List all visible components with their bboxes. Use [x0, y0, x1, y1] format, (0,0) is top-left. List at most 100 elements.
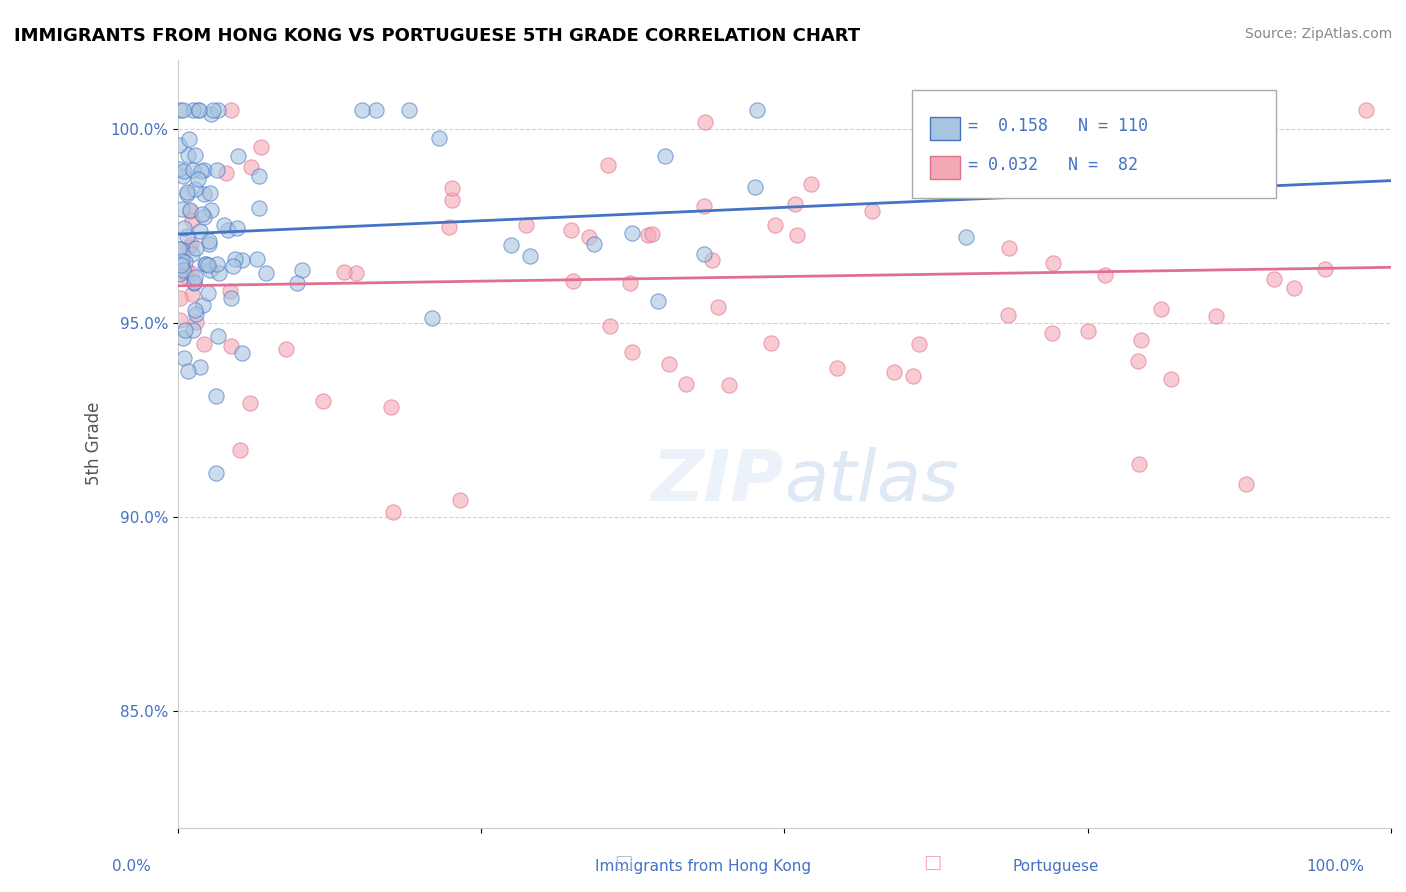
Point [621, 344, 644, 359]
Point [173, 164, 195, 178]
Point [179, 202, 201, 217]
Point [200, 203, 222, 218]
Point [191, 207, 214, 221]
Point [183, 269, 205, 284]
Text: R =  0.158   N = 110: R = 0.158 N = 110 [948, 117, 1149, 136]
Point [1263, 272, 1285, 286]
Point [1282, 281, 1305, 295]
Point [997, 241, 1019, 255]
Point [205, 389, 228, 403]
Point [240, 160, 263, 174]
Point [217, 223, 239, 237]
Point [170, 202, 193, 216]
Point [291, 262, 314, 277]
Text: Portuguese: Portuguese [1012, 859, 1099, 874]
Point [174, 255, 197, 269]
Point [1042, 255, 1064, 269]
Point [173, 220, 195, 235]
Point [173, 323, 195, 337]
FancyBboxPatch shape [929, 155, 960, 178]
Point [177, 240, 200, 254]
Point [183, 303, 205, 318]
Point [172, 262, 194, 277]
Point [647, 294, 669, 309]
Point [167, 162, 190, 177]
Point [707, 300, 730, 314]
Point [380, 400, 402, 414]
Point [180, 212, 202, 227]
Point [239, 396, 262, 410]
Point [170, 258, 193, 272]
Point [621, 226, 644, 240]
Point [700, 252, 723, 267]
Point [187, 172, 209, 186]
Point [955, 230, 977, 244]
Point [200, 107, 222, 121]
Point [658, 357, 681, 371]
Point [212, 218, 235, 232]
Point [744, 180, 766, 194]
Point [205, 257, 228, 271]
Point [184, 147, 207, 161]
Point [173, 265, 195, 279]
Text: 0.0%: 0.0% [112, 859, 152, 874]
Point [250, 140, 273, 154]
Point [254, 266, 277, 280]
Point [167, 268, 190, 282]
Point [169, 103, 191, 117]
Point [198, 186, 221, 201]
Point [1128, 354, 1150, 368]
Point [181, 247, 204, 261]
Text: atlas: atlas [785, 448, 959, 516]
Point [1070, 125, 1092, 139]
Point [1149, 301, 1171, 316]
Text: R = 0.032   N =  82: R = 0.032 N = 82 [948, 155, 1139, 174]
Point [172, 253, 194, 268]
Point [167, 242, 190, 256]
Point [786, 227, 808, 242]
Point [197, 258, 219, 272]
Point [214, 166, 236, 180]
Point [560, 222, 582, 236]
Point [800, 177, 823, 191]
Point [747, 103, 769, 117]
Point [1126, 175, 1149, 189]
Point [174, 263, 197, 277]
Point [285, 276, 308, 290]
Point [783, 196, 806, 211]
Text: Source: ZipAtlas.com: Source: ZipAtlas.com [1244, 27, 1392, 41]
Point [226, 149, 249, 163]
Point [449, 492, 471, 507]
Point [172, 169, 194, 183]
Point [173, 268, 195, 283]
Y-axis label: 5th Grade: 5th Grade [86, 402, 103, 485]
Point [173, 351, 195, 365]
Point [231, 252, 253, 267]
Point [202, 103, 225, 117]
Point [167, 138, 190, 153]
Point [188, 359, 211, 374]
Point [637, 228, 659, 243]
Point [184, 315, 207, 329]
Point [1021, 103, 1043, 117]
Text: Immigrants from Hong Kong: Immigrants from Hong Kong [595, 859, 811, 874]
Point [901, 369, 924, 384]
Point [599, 318, 621, 333]
Point [181, 162, 204, 177]
Point [224, 252, 246, 267]
Point [181, 323, 204, 337]
Point [246, 252, 269, 266]
Point [1094, 268, 1116, 282]
Point [181, 103, 204, 117]
FancyBboxPatch shape [929, 117, 960, 140]
Point [439, 219, 461, 234]
FancyBboxPatch shape [912, 90, 1275, 198]
Point [186, 241, 208, 255]
Point [197, 285, 219, 300]
Point [231, 346, 253, 360]
Point [332, 265, 354, 279]
Point [1077, 324, 1099, 338]
Point [193, 163, 215, 178]
Point [198, 237, 221, 252]
Point [1129, 333, 1152, 347]
